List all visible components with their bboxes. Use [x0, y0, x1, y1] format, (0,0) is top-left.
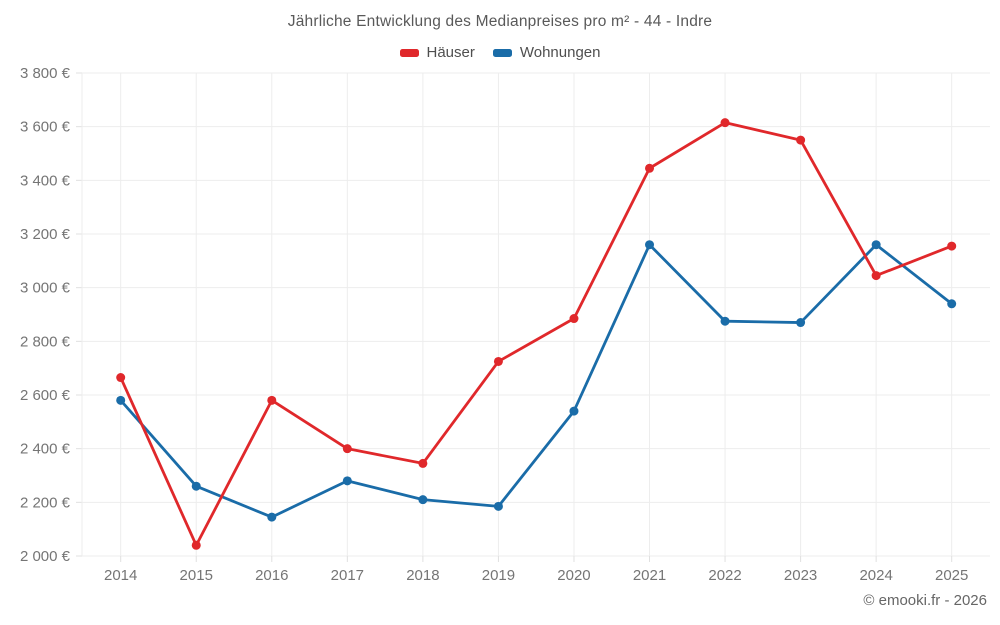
x-axis-tick-label: 2017: [331, 567, 364, 584]
legend-swatch-hauser: [399, 48, 419, 57]
data-point-wohnungen-2016[interactable]: [267, 512, 277, 522]
data-point-wohnungen-2022[interactable]: [720, 316, 730, 326]
legend-label-wohnungen: Wohnungen: [519, 44, 601, 61]
legend-swatch-wohnungen: [492, 48, 512, 57]
data-point-wohnungen-2024[interactable]: [871, 240, 881, 250]
data-point-wohnungen-2014[interactable]: [116, 395, 126, 405]
data-point-wohnungen-2015[interactable]: [191, 481, 201, 491]
data-point-wohnungen-2025[interactable]: [947, 299, 957, 309]
data-point-h-user-2024[interactable]: [871, 271, 881, 281]
chart-title: Jährliche Entwicklung des Medianpreises …: [287, 13, 713, 30]
chart-legend: Häuser Wohnungen: [0, 44, 1000, 61]
y-axis-tick-label: 3 600 €: [20, 119, 71, 136]
x-axis-tick-label: 2016: [255, 567, 288, 584]
series-line-wohnungen: [119, 243, 954, 519]
data-point-h-user-2015[interactable]: [191, 540, 201, 550]
data-point-wohnungen-2018[interactable]: [418, 495, 428, 505]
data-point-h-user-2025[interactable]: [947, 241, 957, 251]
y-axis-tick-label: 2 400 €: [20, 441, 71, 458]
y-axis-tick-label: 3 000 €: [20, 280, 71, 297]
x-axis-tick-label: 2019: [482, 567, 515, 584]
data-point-wohnungen-2023[interactable]: [796, 318, 806, 328]
data-point-wohnungen-2021[interactable]: [645, 240, 655, 250]
x-axis-tick-label: 2020: [557, 567, 590, 584]
x-axis-tick-label: 2014: [104, 567, 137, 584]
x-axis-tick-label: 2024: [859, 567, 892, 584]
data-point-wohnungen-2017[interactable]: [342, 476, 352, 486]
x-axis-tick-label: 2015: [180, 567, 213, 584]
y-axis-tick-label: 2 600 €: [20, 387, 71, 404]
legend-item-wohnungen[interactable]: Wohnungen: [492, 44, 601, 61]
series-line-h-user: [119, 121, 954, 547]
data-point-h-user-2023[interactable]: [796, 135, 806, 145]
data-point-h-user-2022[interactable]: [720, 118, 730, 128]
copyright-text: © emooki.fr - 2026: [863, 592, 987, 609]
y-axis-tick-label: 3 200 €: [20, 226, 71, 243]
y-axis-tick-label: 3 800 €: [20, 65, 71, 82]
x-axis-tick-label: 2021: [633, 567, 666, 584]
data-point-wohnungen-2019[interactable]: [493, 501, 503, 511]
data-point-h-user-2021[interactable]: [645, 163, 655, 173]
legend-item-hauser[interactable]: Häuser: [399, 44, 475, 61]
data-point-h-user-2020[interactable]: [569, 314, 579, 324]
x-axis-tick-label: 2022: [708, 567, 741, 584]
data-point-h-user-2014[interactable]: [116, 373, 126, 383]
x-axis-tick-label: 2025: [935, 567, 968, 584]
y-axis-tick-label: 2 800 €: [20, 333, 71, 350]
data-point-h-user-2017[interactable]: [342, 444, 352, 454]
data-point-wohnungen-2020[interactable]: [569, 406, 579, 416]
y-axis-tick-label: 2 200 €: [20, 494, 71, 511]
data-point-h-user-2016[interactable]: [267, 395, 277, 405]
data-point-h-user-2019[interactable]: [493, 356, 503, 366]
legend-label-hauser: Häuser: [426, 44, 475, 61]
data-point-h-user-2018[interactable]: [418, 458, 428, 468]
y-axis-tick-label: 3 400 €: [20, 172, 71, 189]
x-axis-tick-label: 2018: [406, 567, 439, 584]
x-axis-tick-label: 2023: [784, 567, 817, 584]
y-axis-tick-label: 2 000 €: [20, 548, 71, 565]
